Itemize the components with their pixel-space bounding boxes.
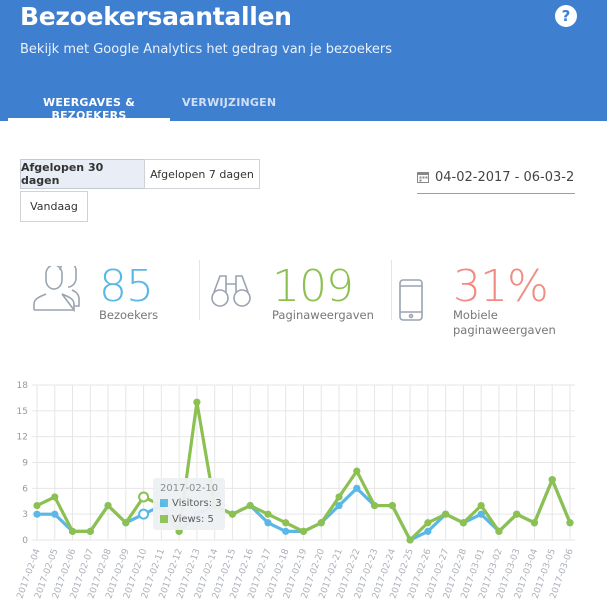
views-point — [335, 493, 343, 501]
date-range-picker[interactable]: 04-02-2017 - 06-03-20... — [417, 170, 575, 194]
visitors-point — [335, 501, 343, 510]
views-count: 109 — [272, 261, 354, 312]
mobile-label: Mobiele paginaweergaven — [453, 308, 556, 338]
views-point — [566, 519, 574, 527]
y-tick-label: 0 — [22, 536, 28, 546]
views-point — [228, 510, 237, 518]
visitors-views-chart: 03691215182017-02-042017-02-052017-02-06… — [16, 381, 576, 600]
views-point — [264, 510, 272, 518]
y-tick-label: 6 — [22, 484, 28, 494]
views-point — [388, 501, 396, 510]
views-point — [353, 467, 361, 475]
views-point — [122, 519, 130, 527]
views-point — [477, 501, 485, 510]
mobile-label-line2: paginaweergaven — [453, 323, 556, 337]
tab-verwijzingen[interactable]: VERWIJZINGEN — [182, 96, 277, 109]
tooltip-visitors-row: Visitors: 3 — [160, 498, 222, 509]
mobile-phone-icon — [399, 279, 423, 321]
active-tab-indicator — [8, 118, 170, 121]
page-title: Bezoekersaantallen — [20, 2, 292, 31]
mobile-percentage: 31% — [453, 261, 549, 312]
visitors-highlight-point — [138, 508, 150, 520]
y-tick-label: 18 — [17, 381, 29, 391]
visitors-point — [282, 527, 290, 535]
views-point — [495, 527, 503, 535]
divider — [199, 260, 200, 320]
help-icon[interactable]: ? — [555, 5, 577, 27]
views-swatch — [160, 515, 168, 523]
visitors-count: 85 — [99, 261, 154, 312]
visitors-point — [477, 510, 485, 518]
views-point — [317, 519, 325, 527]
views-label: Paginaweergaven — [272, 308, 374, 322]
users-icon — [33, 266, 80, 312]
visitors-point — [424, 527, 432, 535]
tooltip-views-row: Views: 5 — [160, 514, 214, 525]
views-point — [442, 510, 450, 518]
views-point — [513, 510, 521, 518]
views-point — [86, 527, 94, 535]
y-tick-label: 12 — [17, 433, 28, 443]
views-point — [548, 476, 556, 484]
calendar-icon — [417, 172, 429, 183]
visitors-point — [33, 510, 41, 518]
views-point — [459, 519, 467, 527]
views-highlight-point — [138, 491, 150, 503]
views-point — [370, 501, 379, 510]
visitors-point — [51, 510, 59, 518]
mobile-label-line1: Mobiele — [453, 308, 498, 322]
views-point — [51, 493, 59, 501]
tooltip-visitors: Visitors: 3 — [172, 498, 222, 509]
views-point — [104, 501, 112, 510]
views-point — [282, 519, 290, 527]
visitors-swatch — [160, 499, 168, 507]
tooltip-date: 2017-02-10 — [160, 483, 219, 494]
range-7-days-button[interactable]: Afgelopen 7 dagen — [144, 159, 260, 189]
views-point — [424, 519, 432, 527]
y-tick-label: 3 — [22, 510, 28, 520]
visitors-point — [264, 519, 272, 527]
views-point — [246, 501, 254, 510]
date-range-value: 04-02-2017 - 06-03-20... — [435, 170, 575, 185]
y-tick-label: 15 — [17, 407, 28, 417]
header: Bezoekersaantallen ? Bekijk met Google A… — [0, 0, 607, 122]
tooltip-views: Views: 5 — [172, 514, 214, 525]
visitors-point — [353, 484, 361, 492]
visitors-label: Bezoekers — [99, 308, 159, 322]
views-point — [406, 536, 414, 544]
binoculars-icon — [211, 275, 251, 307]
views-point — [33, 501, 41, 510]
range-30-days-button[interactable]: Afgelopen 30 dagen — [20, 159, 145, 189]
today-button[interactable]: Vandaag — [20, 191, 88, 222]
views-point — [68, 527, 77, 535]
views-point — [299, 527, 308, 535]
divider — [391, 260, 392, 320]
views-point — [530, 519, 539, 527]
views-point — [193, 398, 201, 406]
y-tick-label: 9 — [22, 459, 28, 469]
page-subtitle: Bekijk met Google Analytics het gedrag v… — [20, 42, 393, 57]
chart-tooltip: 2017-02-10 Visitors: 3 Views: 5 — [153, 478, 225, 530]
